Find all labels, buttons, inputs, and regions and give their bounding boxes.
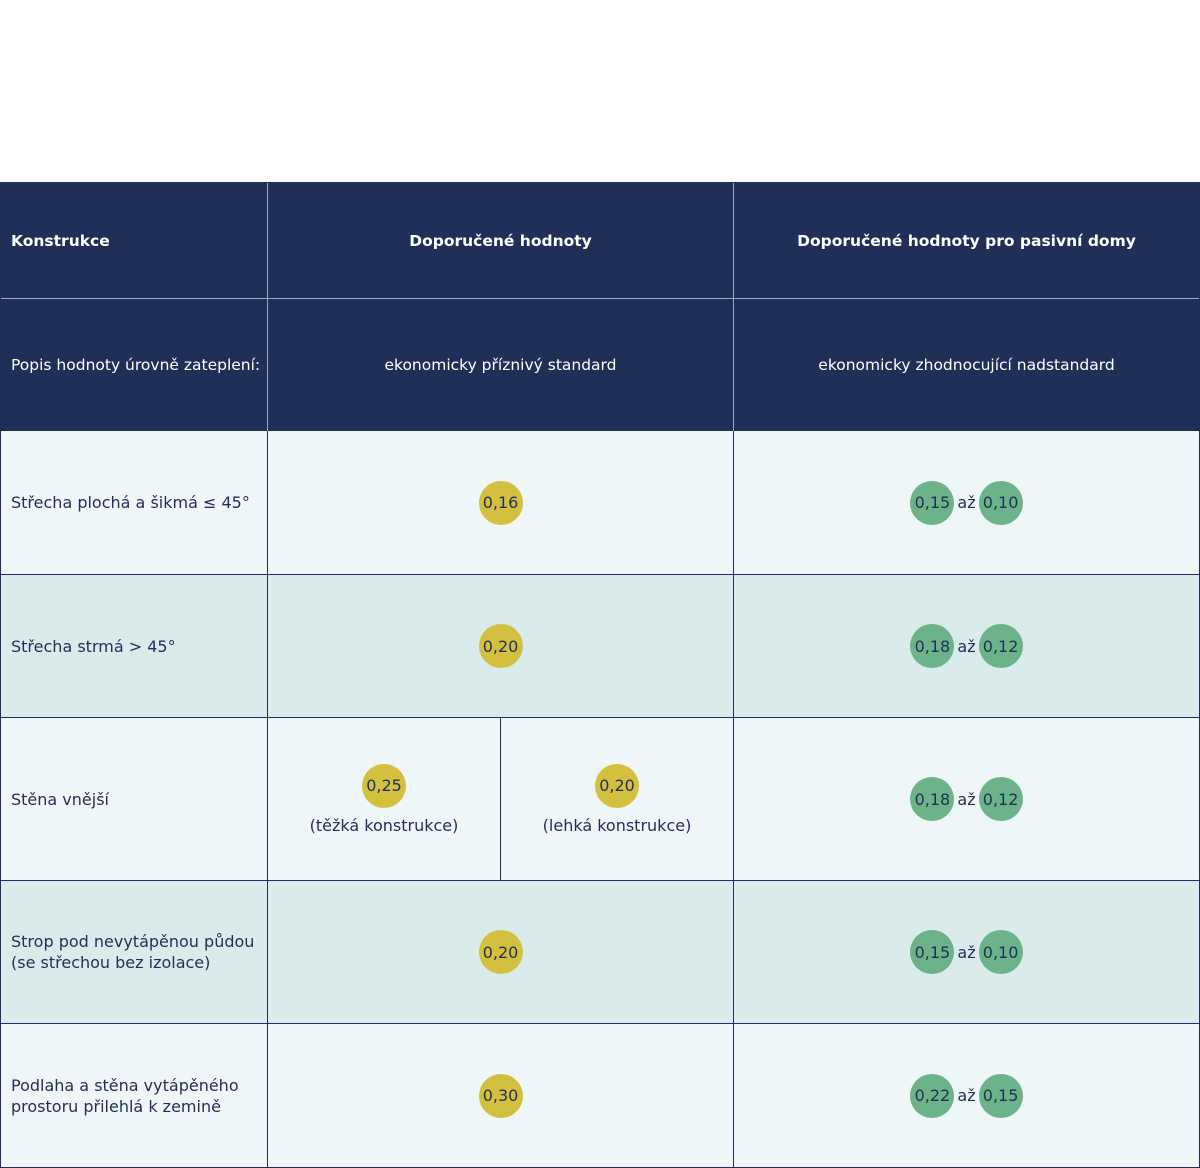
- passive-range: 0,15 až 0,10: [910, 930, 1023, 974]
- passive-range: 0,18 až 0,12: [910, 624, 1023, 668]
- recommended-value-badge: 0,30: [478, 1073, 523, 1118]
- row-label-cell: Stěna vnější: [1, 718, 268, 880]
- recommended-cell: 0,16: [268, 431, 734, 574]
- recommended-cell: 0,20: [268, 575, 734, 717]
- row-label-line: Strop pod nevytápěnou půdou: [11, 932, 255, 951]
- recommended-light-cell: 0,20 (lehká konstrukce): [501, 718, 734, 880]
- table-header-row: Konstrukce Doporučené hodnoty Doporučené…: [1, 183, 1199, 299]
- heavy-construction-note: (těžká konstrukce): [309, 815, 459, 835]
- row-label: Střecha strmá > 45°: [11, 636, 176, 656]
- passive-from-badge: 0,15: [910, 480, 955, 525]
- passive-cell: 0,18 až 0,12: [734, 718, 1199, 880]
- recommended-value-badge: 0,16: [478, 480, 523, 525]
- recommended-heavy-badge: 0,25: [362, 763, 406, 808]
- table-row: Střecha plochá a šikmá ≤ 45° 0,16 0,15 a…: [1, 431, 1199, 574]
- row-label-cell: Strop pod nevytápěnou půdou (se střechou…: [1, 881, 268, 1023]
- description-recommended: ekonomicky příznivý standard: [384, 356, 617, 374]
- passive-from-badge: 0,18: [910, 624, 955, 668]
- table-row: Stěna vnější 0,25 (těžká konstrukce) 0,2…: [1, 717, 1199, 880]
- passive-cell: 0,22 až 0,15: [734, 1024, 1199, 1167]
- range-connector: až: [957, 1086, 976, 1105]
- row-label: Strop pod nevytápěnou půdou (se střechou…: [11, 931, 254, 973]
- recommended-cell: 0,30: [268, 1024, 734, 1167]
- row-label-line: (se střechou bez izolace): [11, 953, 211, 972]
- row-label-cell: Střecha strmá > 45°: [1, 575, 268, 717]
- range-connector: až: [957, 789, 976, 809]
- passive-to-badge: 0,12: [978, 624, 1023, 668]
- header-cell-passive: Doporučené hodnoty pro pasivní domy: [734, 183, 1199, 298]
- row-label-line: prostoru přilehlá k zemině: [11, 1096, 221, 1116]
- u-values-table: Konstrukce Doporučené hodnoty Doporučené…: [0, 182, 1200, 1168]
- header-cell-konstrukce: Konstrukce: [1, 183, 268, 298]
- light-construction-note: (lehká konstrukce): [542, 815, 692, 835]
- recommended-cell: 0,20: [268, 881, 734, 1023]
- header-passive: Doporučené hodnoty pro pasivní domy: [797, 231, 1136, 250]
- passive-from-badge: 0,15: [910, 930, 955, 974]
- table-row: Strop pod nevytápěnou půdou (se střechou…: [1, 880, 1199, 1023]
- header-cell-recommended: Doporučené hodnoty: [268, 183, 734, 298]
- passive-to-badge: 0,15: [978, 1073, 1023, 1118]
- row-label: Podlaha a stěna vytápěného prostoru přil…: [11, 1075, 239, 1117]
- passive-cell: 0,15 až 0,10: [734, 881, 1199, 1023]
- row-label: Střecha plochá a šikmá ≤ 45°: [11, 493, 250, 512]
- passive-range: 0,18 až 0,12: [910, 777, 1023, 821]
- table-row: Střecha strmá > 45° 0,20 0,18 až 0,12: [1, 574, 1199, 717]
- row-label-cell: Střecha plochá a šikmá ≤ 45°: [1, 431, 268, 574]
- passive-cell: 0,18 až 0,12: [734, 575, 1199, 717]
- passive-range: 0,22 až 0,15: [910, 1073, 1023, 1118]
- row-label: Stěna vnější: [11, 789, 109, 809]
- passive-cell: 0,15 až 0,10: [734, 431, 1199, 574]
- description-label: Popis hodnoty úrovně zateplení:: [11, 356, 261, 374]
- range-connector: až: [957, 636, 976, 656]
- recommended-value-badge: 0,20: [478, 624, 523, 668]
- header-recommended: Doporučené hodnoty: [409, 231, 592, 250]
- passive-range: 0,15 až 0,10: [910, 480, 1023, 525]
- description-passive: ekonomicky zhodnocující nadstandard: [818, 356, 1115, 374]
- row-label-cell: Podlaha a stěna vytápěného prostoru přil…: [1, 1024, 268, 1167]
- header-konstrukce: Konstrukce: [11, 231, 110, 250]
- description-cell-passive: ekonomicky zhodnocující nadstandard: [734, 299, 1199, 431]
- passive-from-badge: 0,22: [910, 1073, 955, 1118]
- passive-to-badge: 0,10: [978, 480, 1023, 525]
- passive-to-badge: 0,12: [978, 777, 1023, 821]
- description-cell-label: Popis hodnoty úrovně zateplení:: [1, 299, 268, 431]
- range-connector: až: [957, 942, 976, 962]
- range-connector: až: [957, 493, 976, 512]
- table-row: Podlaha a stěna vytápěného prostoru přil…: [1, 1023, 1199, 1167]
- recommended-light-badge: 0,20: [595, 763, 639, 808]
- recommended-heavy-cell: 0,25 (těžká konstrukce): [268, 718, 501, 880]
- passive-from-badge: 0,18: [910, 777, 955, 821]
- table-description-row: Popis hodnoty úrovně zateplení: ekonomic…: [1, 299, 1199, 431]
- recommended-value-badge: 0,20: [478, 930, 523, 974]
- description-cell-recommended: ekonomicky příznivý standard: [268, 299, 734, 431]
- row-label-line: Podlaha a stěna vytápěného: [11, 1075, 239, 1095]
- passive-to-badge: 0,10: [978, 930, 1023, 974]
